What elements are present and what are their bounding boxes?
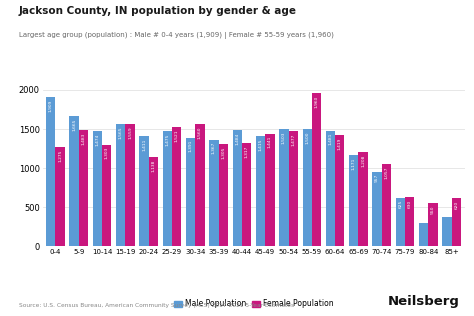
Text: 1,367: 1,367	[212, 142, 216, 154]
Bar	[70, 116, 79, 246]
Bar	[126, 125, 135, 246]
Text: 1,477: 1,477	[291, 133, 295, 146]
Text: 1,419: 1,419	[338, 138, 342, 150]
Text: 550: 550	[431, 206, 435, 214]
Text: 1,391: 1,391	[189, 140, 192, 152]
Bar	[396, 198, 405, 246]
Bar	[163, 131, 172, 246]
Bar	[428, 204, 438, 246]
Bar	[195, 125, 205, 246]
Bar	[139, 136, 149, 246]
Text: 1,500: 1,500	[305, 131, 309, 144]
Text: 1,483: 1,483	[82, 133, 85, 145]
Text: 1,475: 1,475	[165, 133, 169, 146]
Text: 620: 620	[455, 200, 458, 209]
Bar	[265, 134, 274, 246]
Text: 1,171: 1,171	[352, 157, 356, 170]
Bar	[102, 144, 111, 246]
Text: Largest age group (population) : Male # 0-4 years (1,909) | Female # 55-59 years: Largest age group (population) : Male # …	[19, 32, 334, 39]
Bar	[219, 144, 228, 246]
Text: 1,521: 1,521	[175, 130, 179, 142]
Text: 1,665: 1,665	[72, 118, 76, 131]
Text: 1,317: 1,317	[245, 146, 248, 158]
Text: 1,415: 1,415	[259, 138, 263, 151]
Text: 1,960: 1,960	[315, 95, 319, 108]
Bar	[93, 131, 102, 246]
Bar	[289, 131, 298, 246]
Bar	[373, 172, 382, 246]
Bar	[349, 155, 358, 246]
Bar	[186, 138, 195, 246]
Bar	[256, 136, 265, 246]
Text: 1,909: 1,909	[49, 100, 53, 112]
Text: 630: 630	[408, 199, 412, 208]
Text: 1,559: 1,559	[128, 127, 132, 139]
Bar	[382, 164, 391, 246]
Bar	[419, 223, 428, 246]
Text: 1,441: 1,441	[268, 136, 272, 149]
Bar	[312, 93, 321, 246]
Text: Neilsberg: Neilsberg	[388, 295, 460, 308]
Bar	[46, 97, 55, 246]
Bar	[358, 152, 368, 246]
Text: 1,474: 1,474	[95, 133, 100, 146]
Bar	[55, 147, 65, 246]
Bar	[79, 131, 88, 246]
Text: 957: 957	[375, 174, 379, 182]
Text: 1,208: 1,208	[361, 154, 365, 167]
Text: 1,275: 1,275	[58, 149, 62, 161]
Text: Jackson County, IN population by gender & age: Jackson County, IN population by gender …	[19, 6, 297, 16]
Text: 1,138: 1,138	[151, 160, 155, 172]
Text: Source: U.S. Census Bureau, American Community Survey (ACS) 2017-2021 5-Year Est: Source: U.S. Census Bureau, American Com…	[19, 303, 294, 308]
Bar	[233, 131, 242, 246]
Text: 1,305: 1,305	[221, 147, 225, 159]
Legend: Male Population, Female Population: Male Population, Female Population	[171, 296, 337, 312]
Bar	[442, 217, 452, 246]
Text: 625: 625	[399, 200, 402, 208]
Bar	[210, 140, 219, 246]
Text: 1,565: 1,565	[119, 126, 123, 139]
Bar	[242, 143, 251, 246]
Bar	[149, 157, 158, 246]
Bar	[302, 129, 312, 246]
Text: 1,484: 1,484	[235, 133, 239, 145]
Text: 1,411: 1,411	[142, 138, 146, 151]
Bar	[326, 131, 335, 246]
Bar	[335, 136, 345, 246]
Text: 1,057: 1,057	[384, 166, 388, 179]
Text: 1,303: 1,303	[105, 147, 109, 159]
Bar	[172, 127, 182, 246]
Text: 1,560: 1,560	[198, 127, 202, 139]
Text: 1,481: 1,481	[328, 133, 332, 145]
Bar	[279, 129, 289, 246]
Text: 1,503: 1,503	[282, 131, 286, 144]
Bar	[116, 124, 126, 246]
Bar	[452, 198, 461, 246]
Bar	[405, 197, 414, 246]
